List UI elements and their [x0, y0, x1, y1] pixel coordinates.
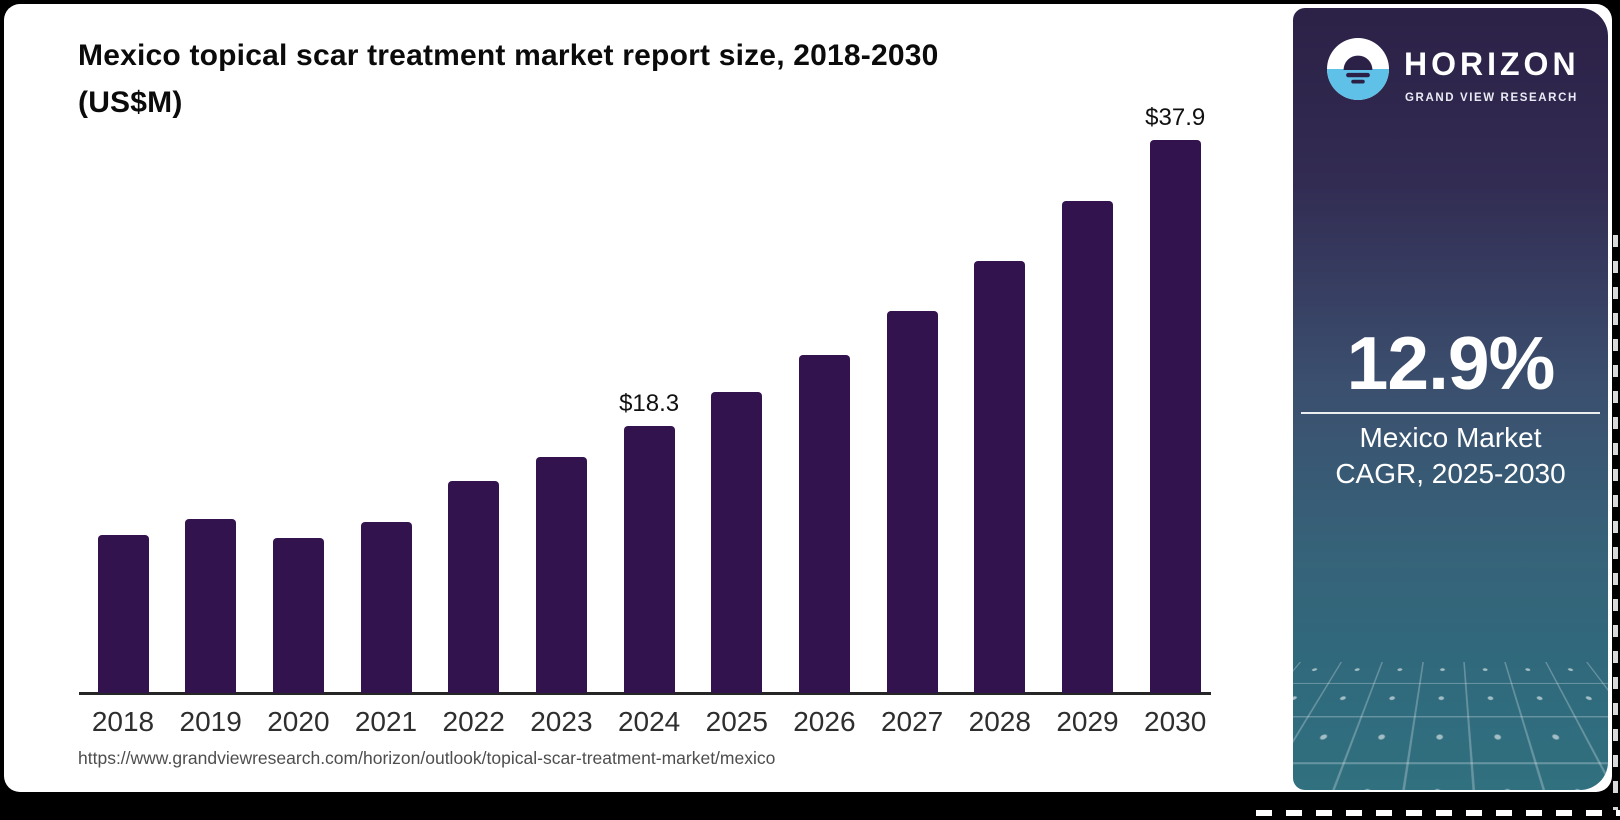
bar-2022 — [448, 481, 500, 693]
bar-2024 — [623, 426, 675, 693]
wireframe-landscape — [1293, 662, 1608, 790]
sunset-horizon-icon — [1327, 38, 1389, 100]
x-axis-label-2023: 2023 — [530, 706, 593, 737]
chart-title-line1: Mexico topical scar treatment market rep… — [78, 39, 939, 72]
x-axis-label-2029: 2029 — [1056, 706, 1119, 737]
x-axis-label-2030: 2030 — [1144, 706, 1207, 737]
bar-2026 — [798, 354, 850, 693]
value-label-2030: $37.9 — [1145, 104, 1206, 131]
bar-2019 — [185, 519, 237, 693]
decorative-edge-dashes-bottom — [1256, 810, 1620, 816]
bar-2029 — [1062, 201, 1113, 693]
sidebar-panel: HORIZON GRAND VIEW RESEARCH 12.9% Mexico… — [1293, 8, 1608, 790]
x-axis-label-2026: 2026 — [793, 706, 856, 737]
x-axis-label-2025: 2025 — [705, 706, 768, 737]
bar-2018 — [97, 535, 149, 693]
bar-2030 — [1149, 140, 1201, 693]
decorative-edge-dashes-right — [1613, 235, 1618, 810]
x-axis-label-2024: 2024 — [617, 706, 681, 737]
x-axis-label-2019: 2019 — [179, 706, 242, 737]
bar-2020 — [272, 538, 324, 693]
bar-2027 — [886, 310, 938, 693]
cagr-label-line2: CAGR, 2025-2030 — [1335, 458, 1566, 489]
bar-2021 — [360, 522, 412, 693]
bar-2025 — [711, 392, 763, 693]
x-axis-label-2018: 2018 — [91, 706, 155, 737]
value-label-2024: $18.3 — [619, 390, 680, 417]
source-url[interactable]: https://www.grandviewresearch.com/horizo… — [78, 748, 776, 768]
x-axis-label-2020: 2020 — [267, 706, 330, 737]
cagr-label-line1: Mexico Market — [1359, 422, 1542, 453]
x-axis-line — [79, 692, 1211, 695]
stat-divider — [1301, 412, 1600, 414]
x-axis-label-2028: 2028 — [968, 706, 1031, 737]
bar-2023 — [535, 456, 587, 693]
x-axis-label-2021: 2021 — [354, 706, 418, 737]
bar-2028 — [974, 261, 1026, 693]
x-axis-label-2027: 2027 — [880, 706, 944, 737]
cagr-value: 12.9% — [1346, 321, 1556, 405]
brand-header: HORIZON GRAND VIEW RESEARCH — [1293, 8, 1608, 128]
brand-name: HORIZON — [1404, 46, 1580, 82]
chart-title: Mexico topical scar treatment market rep… — [78, 32, 1178, 126]
chart-title-line2: (US$M) — [78, 86, 183, 119]
x-axis-label-2022: 2022 — [442, 706, 505, 737]
brand-tagline: GRAND VIEW RESEARCH — [1405, 92, 1578, 104]
